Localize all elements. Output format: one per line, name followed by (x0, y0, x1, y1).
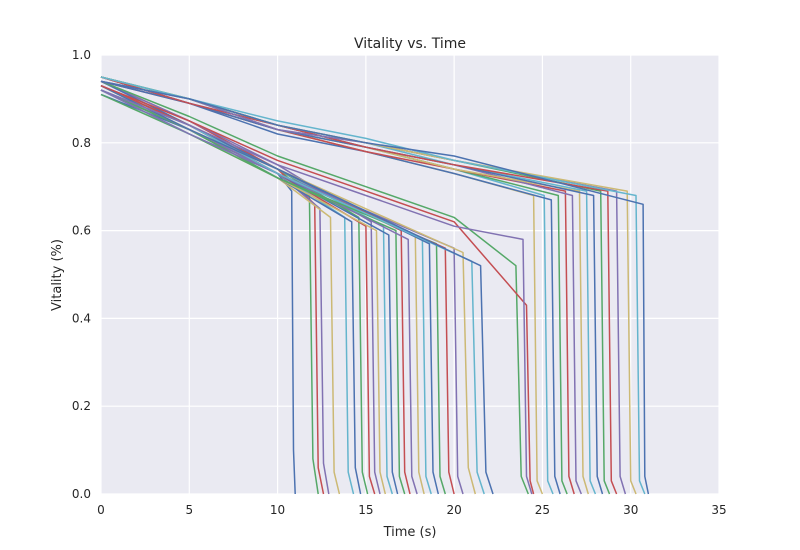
x-tick-label: 15 (358, 503, 373, 517)
series-line (100, 89, 533, 495)
y-axis-label: Vitality (%) (50, 239, 65, 311)
y-tick-label: 1.0 (72, 48, 91, 62)
x-tick-label: 35 (711, 503, 726, 517)
y-tick-label: 0.2 (72, 399, 91, 413)
x-tick-label: 20 (447, 503, 462, 517)
x-axis-ticks: 0 5 10 15 20 25 30 35 (97, 503, 726, 517)
y-tick-label: 0.0 (72, 487, 91, 501)
x-tick-label: 10 (270, 503, 285, 517)
series-lines (100, 76, 650, 495)
y-tick-label: 0.8 (72, 136, 91, 150)
plot-area (101, 55, 719, 494)
series-line (100, 80, 650, 495)
series-line (100, 76, 618, 495)
series-line (100, 85, 494, 495)
x-axis-label: Time (s) (383, 525, 437, 540)
series-line (100, 80, 529, 495)
chart-title: Vitality vs. Time (354, 36, 466, 52)
series-line (100, 85, 535, 495)
x-tick-label: 5 (185, 503, 193, 517)
x-tick-label: 0 (97, 503, 105, 517)
y-tick-label: 0.4 (72, 311, 91, 325)
x-tick-label: 25 (535, 503, 550, 517)
x-tick-label: 30 (623, 503, 638, 517)
y-tick-label: 0.6 (72, 224, 91, 238)
y-axis-ticks: 0.0 0.2 0.4 0.6 0.8 1.0 (72, 48, 91, 501)
